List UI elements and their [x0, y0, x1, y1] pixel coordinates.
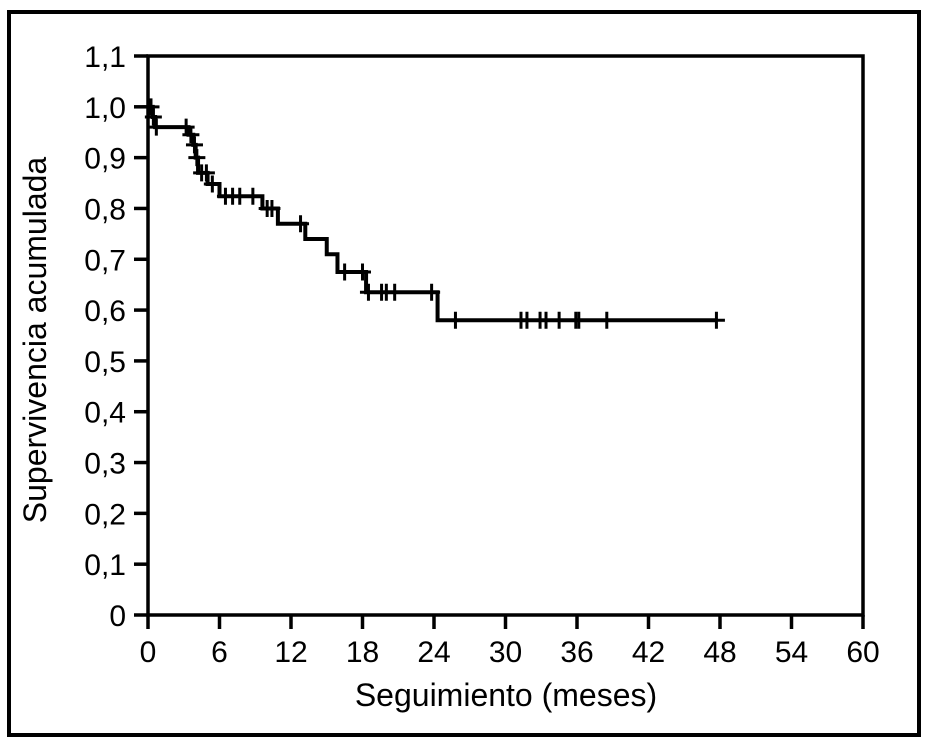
censor-plus-icon — [292, 215, 310, 233]
y-tick-label: 1,0 — [84, 92, 126, 125]
censor-marks — [142, 98, 725, 329]
y-tick-label: 0,2 — [84, 498, 126, 531]
censor-plus-icon — [598, 311, 616, 329]
censor-plus-icon — [144, 108, 162, 126]
censor-plus-icon — [197, 164, 215, 182]
censor-plus-icon — [707, 311, 725, 329]
censor-plus-icon — [550, 311, 568, 329]
figure-border — [7, 10, 921, 737]
censor-plus-icon — [446, 311, 464, 329]
x-tick-label: 60 — [846, 636, 879, 669]
axis-ticks — [134, 54, 865, 629]
y-tick-label: 0,1 — [84, 549, 126, 582]
y-tick-label: 0,9 — [84, 143, 126, 176]
x-axis-title: Seguimiento (meses) — [355, 677, 657, 713]
y-tick-label: 1,1 — [84, 41, 126, 74]
x-tick-label: 24 — [417, 636, 450, 669]
tick-labels: 0 0,1 0,2 0,3 0,4 0,5 0,6 0,7 0,8 0,9 1,0 1,1 0 6 12 18… — [84, 41, 879, 669]
censor-plus-icon — [336, 263, 354, 281]
x-tick-label: 48 — [703, 636, 736, 669]
y-tick-label: 0,3 — [84, 448, 126, 481]
censor-plus-icon — [188, 149, 206, 167]
censor-plus-icon — [142, 98, 160, 116]
censor-plus-icon — [354, 263, 371, 281]
censor-plus-icon — [244, 187, 262, 205]
censor-plus-icon — [182, 126, 200, 144]
censor-plus-icon — [423, 283, 441, 301]
x-tick-label: 12 — [274, 636, 307, 669]
y-tick-label: 0,6 — [84, 295, 126, 328]
x-tick-label: 42 — [632, 636, 665, 669]
censor-plus-icon — [263, 199, 281, 217]
x-tick-label: 18 — [346, 636, 379, 669]
x-tick-label: 30 — [489, 636, 522, 669]
x-tick-label: 36 — [560, 636, 593, 669]
y-tick-label: 0,7 — [84, 244, 126, 277]
censor-plus-icon — [386, 283, 404, 301]
censor-plus-icon — [203, 175, 221, 193]
plot-frame — [146, 54, 865, 617]
y-tick-label: 0,8 — [84, 193, 126, 226]
y-axis-title: Supervivencia acumulada — [17, 157, 53, 524]
x-tick-label: 6 — [211, 636, 228, 669]
y-tick-label: 0,5 — [84, 346, 126, 379]
censor-plus-icon — [570, 311, 588, 329]
axes-rect — [146, 54, 865, 617]
y-tick-label: 0,4 — [84, 397, 126, 430]
y-tick-label: 0 — [109, 600, 126, 633]
censor-plus-icon — [185, 136, 203, 154]
x-tick-label: 0 — [140, 636, 157, 669]
x-tick-label: 54 — [775, 636, 808, 669]
censor-plus-icon — [147, 118, 165, 136]
